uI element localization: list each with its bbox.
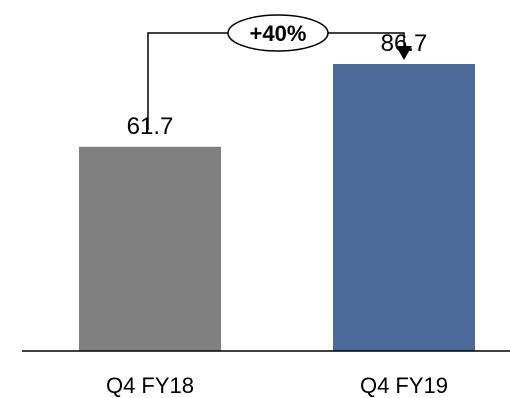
arrowhead-down-icon: [396, 46, 412, 60]
bar-1: [79, 146, 221, 351]
growth-badge: [227, 14, 329, 52]
x-tick-label-1: Q4 FY18: [106, 373, 194, 398]
data-label-1: 61.7: [127, 113, 174, 140]
x-tick-label-2: Q4 FY19: [360, 373, 448, 398]
growth-connector: [147, 32, 405, 130]
bar-2: [333, 64, 475, 351]
growth-label: +40%: [250, 21, 307, 46]
growth-annotation: +40%: [147, 14, 412, 130]
